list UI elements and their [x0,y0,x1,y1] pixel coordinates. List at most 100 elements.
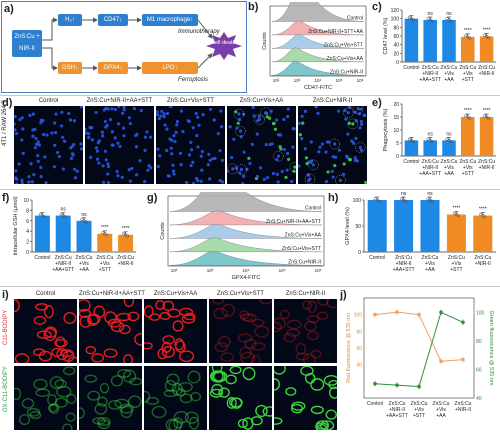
y-tick-label: 6 [26,219,29,225]
histogram-row-label: ZnS:Cu+Vis+STT [282,246,321,252]
micrograph-cells [298,106,367,184]
micrograph-image [79,366,142,430]
data-point [487,36,491,40]
data-point [430,19,434,23]
y-tick-label: 60 [393,34,399,40]
micrograph-image [274,366,337,430]
y-axis-label-left: Red fluorescence @ 535 nm [346,313,352,383]
significance-label: **** [464,28,472,34]
panel-label-c: c) [372,1,382,13]
x-tick-label: +Vis [436,407,446,413]
micrograph-column-title: ZnS:Cu+Vis+AA [239,98,284,104]
x-tick-label: +Vis [444,71,454,77]
histogram-curve [169,237,323,253]
x-tick-label: +NIR-II [479,165,495,171]
panel-label-f: f) [2,192,10,204]
significance-label: **** [101,225,109,231]
x-tick-label: ZnS:Cu [422,255,439,261]
x-tick-label: Control [367,401,383,407]
micro-d-row-label: 4T1 / RAW 264.7 [2,100,8,146]
bar [118,234,134,252]
panel-label-i: i) [2,289,9,301]
row-separator [0,95,500,96]
histogram-row-label: ZnS:Cu+NIR-II+AA+STT [266,219,321,225]
histogram-row-label: ZnS:Cu+NIR-II [288,259,321,265]
significance-label: ns [401,191,407,197]
x-tick-label: +STT [450,267,462,273]
scheme-gpx4-box: GPX4↓ [98,62,128,74]
significance-label: ns [81,212,87,218]
micrograph-cells [274,299,337,363]
y-tick-label: 0 [26,250,29,256]
scheme-death-text: cell death [212,40,236,46]
micrograph-cells [227,106,296,184]
y-tick-label: 10 [393,128,399,134]
histogram-curve [271,20,365,36]
panel-label-j: j) [340,289,347,301]
data-point [468,116,472,120]
histogram-curve [271,60,365,76]
y-tick-label: 15 [393,115,399,121]
histogram-row-label: ZnS:Cu+Vis+STT [324,42,363,48]
micrograph-row-d [14,106,367,184]
micrograph-image [298,106,367,184]
x-tick-label: +Vis [414,407,424,413]
data-point [456,214,460,218]
histogram-row-label: Control [347,15,363,21]
x-tick-label: +AA [444,171,454,177]
x-tick-label: +NIR-II [389,407,405,413]
micrograph-column-title: Control [38,98,59,104]
micrograph-column-title: ZnS:Cu+NIR-II [285,291,326,297]
scheme-m1-box: M1 macrophage↑ [142,14,198,26]
y-tick-label: 4 [26,229,29,235]
y-tick-label-right: 100 [476,310,485,316]
significance-label: ns [428,131,434,137]
x-tick-label: 10³ [294,78,301,83]
micrograph-cells [14,299,77,363]
x-tick-label: +Vis [444,165,454,171]
bar [97,233,113,252]
panel-label-h: h) [328,192,339,204]
data-point [411,18,415,22]
x-tick-label: ZnS:Cu [448,255,465,261]
data-point [377,199,381,203]
x-tick-label: ZnS:Cu [411,401,428,407]
significance-label: **** [453,206,461,212]
bar [473,215,493,252]
micrograph-image [227,106,296,184]
micrograph-image [144,299,207,363]
panel-label-b: b) [248,1,259,13]
x-tick-label: Control [34,255,50,261]
data-point [42,215,46,219]
flow-histogram-b: Control ZnS:Cu+NIR-II+STT+AA ZnS:Cu+Vis+ST… [262,2,367,91]
x-tick-label: 10⁵ [279,268,286,273]
y-tick-label-left: 100 [354,313,363,319]
x-tick-label: +AA [444,77,454,83]
y-tick-label: 0 [358,250,361,256]
micrograph-image [209,366,272,430]
histogram-curve [169,210,323,226]
significance-label: **** [483,108,491,114]
micrograph-column-title: ZnS:Cu+NIR-II [312,98,353,104]
micrograph-image [14,299,77,363]
x-tick-label: +STT [462,77,474,83]
x-tick-label: +NIR-II [55,261,71,267]
row-separator [0,286,500,287]
flow-histogram-g: Control ZnS:Cu+NIR-II+AA+STT ZnS:Cu+Vis+AA… [160,192,325,281]
micrograph-cells [79,299,142,363]
x-tick-label: 10² [273,78,280,83]
scheme-lpo-box: LPO↑ [142,62,198,74]
x-tick-label: ZnS:Cu [433,401,450,407]
significance-label: **** [483,27,491,33]
x-tick-label: 10⁶ [357,78,364,83]
x-tick-label: 10² [171,268,178,273]
y-tick-label-right: 60 [476,367,482,373]
y-tick-label-right: 40 [476,396,482,402]
significance-label: **** [122,226,130,232]
data-point [483,215,487,219]
x-tick-label: +Vis [452,261,462,267]
histogram-row-label: ZnS:Cu+NIR-II+STT+AA [308,29,364,35]
